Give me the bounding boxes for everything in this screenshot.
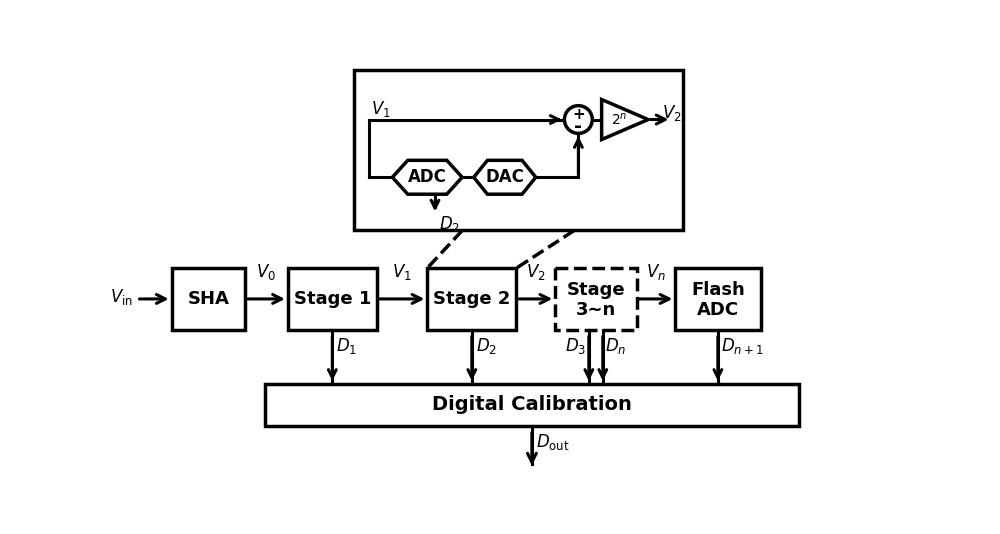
Bar xyxy=(354,70,683,230)
Bar xyxy=(675,268,761,329)
Text: Flash: Flash xyxy=(691,281,745,299)
Text: ADC: ADC xyxy=(408,168,447,186)
Text: $V_1$: $V_1$ xyxy=(392,262,412,282)
Bar xyxy=(427,268,516,329)
Text: +: + xyxy=(572,107,585,122)
Text: $D_2$: $D_2$ xyxy=(439,214,460,234)
Text: $V_1$: $V_1$ xyxy=(371,99,391,119)
Bar xyxy=(555,268,637,329)
Text: $D_2$: $D_2$ xyxy=(476,336,497,356)
Text: $D_1$: $D_1$ xyxy=(336,336,357,356)
Text: ADC: ADC xyxy=(697,301,739,319)
Text: DAC: DAC xyxy=(485,168,524,186)
Bar xyxy=(288,268,377,329)
Text: $D_{\rm out}$: $D_{\rm out}$ xyxy=(536,432,569,452)
Text: Digital Calibration: Digital Calibration xyxy=(432,395,632,414)
Text: Stage: Stage xyxy=(566,281,625,299)
Bar xyxy=(264,383,799,426)
Text: $V_2$: $V_2$ xyxy=(526,262,546,282)
Text: -: - xyxy=(574,117,582,136)
Text: $2^n$: $2^n$ xyxy=(611,112,627,128)
Circle shape xyxy=(564,106,592,134)
Text: Stage 2: Stage 2 xyxy=(433,290,511,308)
Bar xyxy=(172,268,245,329)
Text: Stage 1: Stage 1 xyxy=(294,290,371,308)
Text: $D_{n+1}$: $D_{n+1}$ xyxy=(721,336,764,356)
Polygon shape xyxy=(474,160,536,194)
Polygon shape xyxy=(392,160,462,194)
Text: 3~n: 3~n xyxy=(576,301,616,319)
Text: $V_2$: $V_2$ xyxy=(662,104,682,123)
Text: $V_0$: $V_0$ xyxy=(256,262,276,282)
Text: SHA: SHA xyxy=(187,290,229,308)
Text: $V_n$: $V_n$ xyxy=(646,262,666,282)
Polygon shape xyxy=(602,99,648,139)
Text: $D_3$: $D_3$ xyxy=(565,336,587,356)
Text: $D_n$: $D_n$ xyxy=(605,336,626,356)
Text: $V_{\rm in}$: $V_{\rm in}$ xyxy=(110,287,133,308)
